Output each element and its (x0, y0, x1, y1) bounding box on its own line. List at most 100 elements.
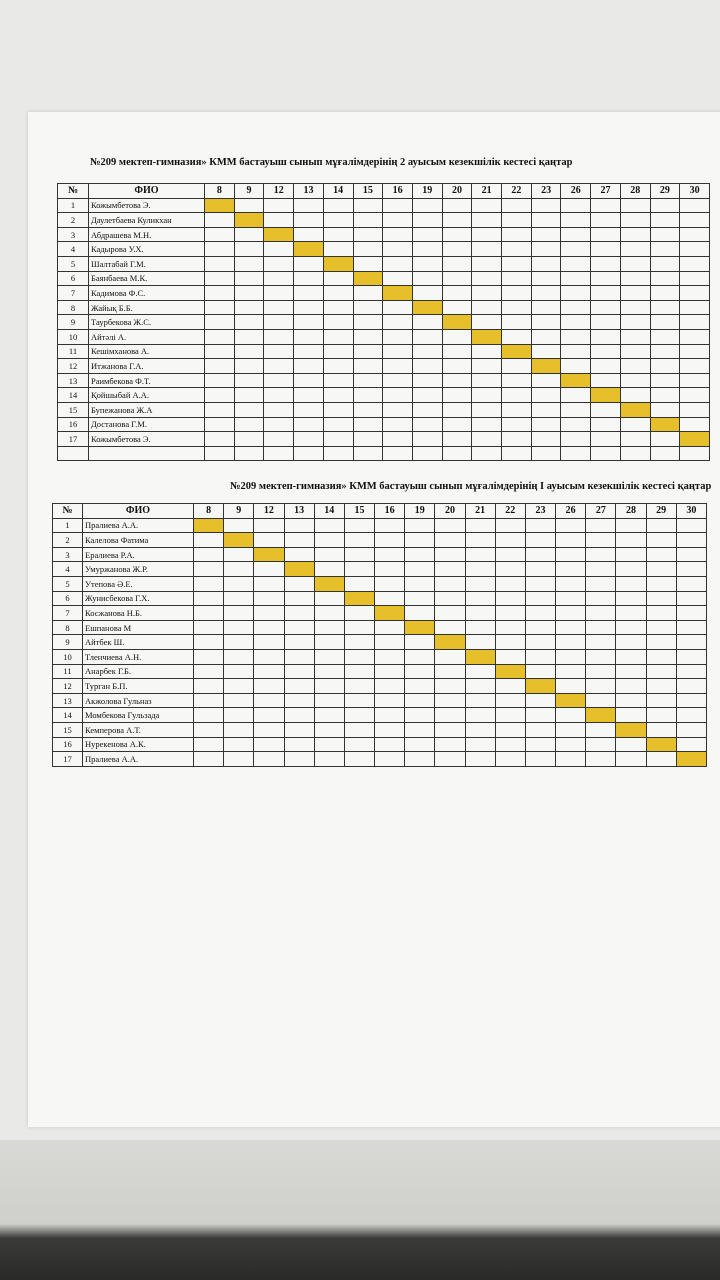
row-number: 9 (57, 314, 89, 330)
background-surface (0, 1140, 720, 1280)
teacher-name: Баянбаева М.К. (88, 270, 205, 287)
day-cell (411, 343, 443, 360)
duty-cell-highlighted (494, 663, 526, 680)
day-cell (352, 343, 384, 360)
day-cell (293, 226, 324, 243)
day-cell (204, 358, 235, 374)
day-cell (464, 634, 496, 650)
row-number: 3 (52, 546, 83, 563)
day-cell (352, 328, 384, 345)
day-cell (313, 561, 345, 577)
day-cell (555, 736, 587, 753)
day-cell (585, 532, 617, 548)
teacher-name: Таурбекова Ж.С. (88, 314, 205, 330)
teacher-name: Айтбек Ш. (82, 634, 194, 650)
day-cell (253, 619, 285, 636)
teacher-name: Косжанова Н.Б. (82, 605, 194, 621)
day-cell (233, 401, 265, 418)
day-cell (263, 285, 295, 301)
day-cell (233, 255, 265, 272)
day-cell (524, 561, 557, 577)
day-cell (441, 358, 473, 374)
day-cell (204, 212, 235, 228)
duty-cell-highlighted (645, 736, 677, 753)
empty-cell (263, 445, 295, 462)
header-day: 15 (343, 503, 376, 519)
duty-table-shift-1: № ФИО 8 9 12 13 14 15 16 19 20 21 22 23 26 27 28 29 30 1 Пра… (52, 503, 708, 767)
row-number: 17 (52, 751, 83, 767)
row-number: 12 (52, 678, 83, 694)
day-cell (411, 241, 443, 257)
day-cell (560, 343, 592, 360)
day-cell (204, 299, 235, 316)
day-cell (675, 517, 708, 534)
empty-cell (204, 445, 235, 462)
day-cell (590, 197, 621, 214)
row-number: 9 (52, 634, 83, 650)
table-row: 5 Шалтабай Г.М. (57, 255, 710, 272)
day-cell (263, 401, 295, 418)
day-cell (293, 328, 324, 345)
day-cell (494, 721, 526, 738)
teacher-name: Пралиева А.А. (82, 517, 194, 534)
header-day: 30 (675, 503, 708, 519)
day-cell (560, 241, 592, 257)
day-cell (560, 270, 592, 287)
day-cell (555, 634, 587, 650)
day-cell (192, 648, 225, 665)
day-cell (590, 328, 621, 345)
table-row: 1 Пралиева А.А. (52, 517, 708, 534)
day-cell (619, 212, 651, 228)
day-cell (253, 663, 285, 680)
row-number: 16 (52, 736, 83, 753)
header-day: 21 (471, 183, 503, 199)
day-cell (293, 358, 324, 374)
teacher-name: Момбекова Гульзада (82, 707, 194, 723)
day-cell (382, 431, 413, 447)
day-cell (322, 299, 354, 316)
teacher-name: Кожымбетова Э. (88, 431, 205, 447)
day-cell (233, 270, 265, 287)
day-cell (192, 721, 225, 738)
day-cell (352, 387, 384, 403)
empty-cell (619, 445, 651, 462)
day-cell (322, 285, 354, 301)
day-cell (374, 634, 406, 650)
day-cell (293, 255, 324, 272)
day-cell (352, 431, 384, 447)
day-cell (322, 270, 354, 287)
empty-cell (233, 445, 265, 462)
day-cell (204, 343, 235, 360)
day-cell (434, 561, 466, 577)
teacher-name: Ералиева Р.А. (82, 546, 194, 563)
day-cell (233, 241, 265, 257)
day-cell (404, 517, 436, 534)
day-cell (313, 721, 345, 738)
day-cell (585, 678, 617, 694)
day-cell (223, 663, 255, 680)
day-cell (283, 751, 315, 767)
day-cell (253, 678, 285, 694)
table-row: 10 Тленчиева А.Н. (52, 648, 708, 665)
day-cell (322, 387, 354, 403)
day-cell (352, 416, 384, 433)
day-cell (560, 212, 592, 228)
day-cell (649, 299, 681, 316)
day-cell (615, 707, 647, 723)
day-cell (343, 546, 376, 563)
day-cell (352, 401, 384, 418)
header-day: 28 (619, 183, 651, 199)
day-cell (253, 561, 285, 577)
teacher-name: Айтәлі А. (88, 328, 205, 345)
day-cell (555, 590, 587, 607)
day-cell (192, 546, 225, 563)
day-cell (649, 212, 681, 228)
day-cell (441, 401, 473, 418)
empty-cell (441, 445, 473, 462)
empty-cell (382, 445, 413, 462)
day-cell (263, 255, 295, 272)
day-cell (471, 314, 503, 330)
day-cell (313, 605, 345, 621)
row-number: 17 (57, 431, 89, 447)
day-cell (322, 197, 354, 214)
